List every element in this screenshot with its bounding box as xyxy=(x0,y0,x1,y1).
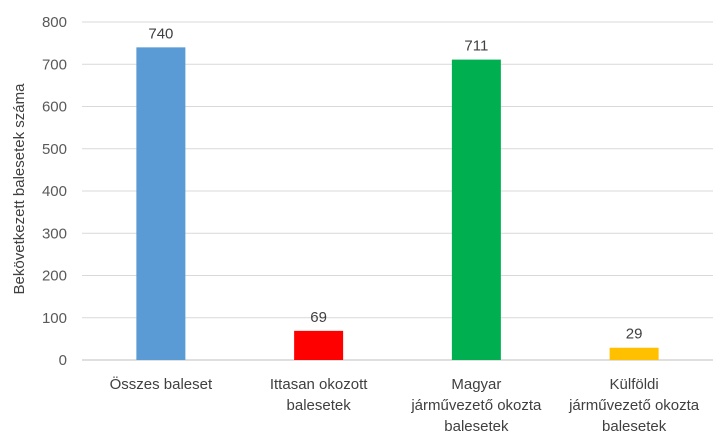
x-category-label-line: Külföldi xyxy=(610,376,659,393)
x-category-label-line: járművezető okozta xyxy=(410,397,542,414)
y-tick-label: 600 xyxy=(42,99,67,116)
data-label: 711 xyxy=(464,38,488,55)
y-tick-label: 300 xyxy=(42,225,67,242)
bar xyxy=(294,330,344,360)
x-category-label-line: járművezető okozta xyxy=(568,397,700,414)
y-tick-label: 200 xyxy=(42,268,67,285)
y-tick-label: 500 xyxy=(42,141,67,158)
x-category-label-line: Magyar xyxy=(451,376,501,393)
bar xyxy=(136,47,186,360)
y-tick-label: 700 xyxy=(42,56,67,73)
data-label: 69 xyxy=(310,309,327,326)
data-labels: 740 69 711 29 xyxy=(148,25,642,342)
y-axis-title: Bekövetkezett balesetek száma xyxy=(11,83,28,295)
gridlines xyxy=(82,21,713,361)
bar xyxy=(609,347,659,360)
x-category-label-line: balesetek xyxy=(287,397,352,414)
y-tick-label: 0 xyxy=(59,352,67,369)
y-tick-label: 100 xyxy=(42,310,67,327)
data-label: 740 xyxy=(148,25,173,42)
bars xyxy=(136,47,659,360)
x-category-label: Ittasan okozott balesetek xyxy=(270,376,368,414)
bar xyxy=(451,59,501,360)
y-axis-ticks: 0 100 200 300 400 500 600 700 800 xyxy=(42,14,67,369)
x-category-label-line: Ittasan okozott xyxy=(270,376,368,393)
x-category-label-line: Összes baleset xyxy=(110,375,213,393)
x-axis-categories: Összes baleset Ittasan okozott balesetekMa… xyxy=(110,375,700,435)
x-category-label-line: balesetek xyxy=(444,418,509,435)
y-tick-label: 800 xyxy=(42,14,67,31)
data-label: 29 xyxy=(626,326,643,343)
x-category-label: Külföldi járművezető okozta balesetek xyxy=(568,376,700,435)
x-category-label: Összes baleset xyxy=(110,375,213,393)
x-category-label-line: balesetek xyxy=(602,418,667,435)
x-category-label: Magyar járművezető okozta balesetek xyxy=(410,376,542,435)
y-tick-label: 400 xyxy=(42,183,67,200)
